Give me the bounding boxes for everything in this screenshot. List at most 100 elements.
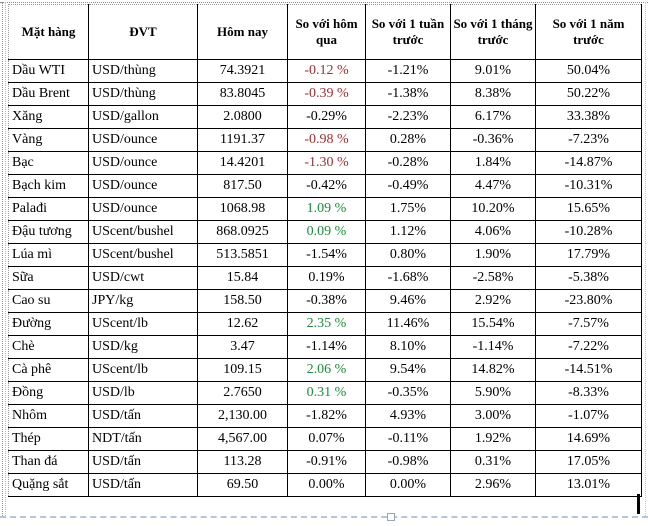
unit-cell[interactable]: NDT/tấn <box>88 427 198 451</box>
vs-month-cell[interactable]: 3.00% <box>450 404 536 428</box>
vs-year-cell[interactable]: -7.57% <box>535 312 642 336</box>
vs-year-cell[interactable]: -7.23% <box>535 128 642 152</box>
today-price-cell[interactable]: 4,567.00 <box>197 427 288 451</box>
commodity-name-cell[interactable]: Than đá <box>8 450 89 474</box>
vs-week-cell[interactable]: -0.28% <box>365 151 451 175</box>
vs-year-cell[interactable]: -5.38% <box>535 266 642 290</box>
vs-week-cell[interactable]: -0.11% <box>365 427 451 451</box>
unit-cell[interactable]: USD/thùng <box>88 82 198 106</box>
vs-week-cell[interactable]: 1.12% <box>365 220 451 244</box>
vs-week-cell[interactable]: 9.46% <box>365 289 451 313</box>
vs-yesterday-cell[interactable]: 0.31 % <box>287 381 366 405</box>
unit-cell[interactable]: USD/tấn <box>88 450 198 474</box>
vs-yesterday-cell[interactable]: -0.98 % <box>287 128 366 152</box>
vs-yesterday-cell[interactable]: 2.35 % <box>287 312 366 336</box>
vs-year-cell[interactable]: 14.69% <box>535 427 642 451</box>
vs-week-cell[interactable]: -1.21% <box>365 59 451 83</box>
vs-month-cell[interactable]: 2.96% <box>450 473 536 497</box>
unit-cell[interactable]: UScent/bushel <box>88 220 198 244</box>
vs-year-cell[interactable]: 50.04% <box>535 59 642 83</box>
unit-cell[interactable]: USD/ounce <box>88 174 198 198</box>
vs-week-cell[interactable]: 0.80% <box>365 243 451 267</box>
vs-week-cell[interactable]: -0.35% <box>365 381 451 405</box>
today-price-cell[interactable]: 2.0800 <box>197 105 288 129</box>
vs-month-cell[interactable]: 8.38% <box>450 82 536 106</box>
commodity-name-cell[interactable]: Bạc <box>8 151 89 175</box>
vs-month-cell[interactable]: 0.31% <box>450 450 536 474</box>
today-price-cell[interactable]: 69.50 <box>197 473 288 497</box>
unit-cell[interactable]: USD/ounce <box>88 197 198 221</box>
vs-week-cell[interactable]: 0.00% <box>365 473 451 497</box>
vs-week-cell[interactable]: 9.54% <box>365 358 451 382</box>
today-price-cell[interactable]: 74.3921 <box>197 59 288 83</box>
commodity-name-cell[interactable]: Palađi <box>8 197 89 221</box>
vs-month-cell[interactable]: 2.92% <box>450 289 536 313</box>
selection-handle[interactable] <box>387 513 395 521</box>
today-price-cell[interactable]: 15.84 <box>197 266 288 290</box>
commodity-name-cell[interactable]: Dầu WTI <box>8 59 89 83</box>
commodity-name-cell[interactable]: Cà phê <box>8 358 89 382</box>
commodity-name-cell[interactable]: Đồng <box>8 381 89 405</box>
vs-week-cell[interactable]: -1.68% <box>365 266 451 290</box>
commodity-name-cell[interactable]: Dầu Brent <box>8 82 89 106</box>
unit-cell[interactable]: JPY/kg <box>88 289 198 313</box>
today-price-cell[interactable]: 14.4201 <box>197 151 288 175</box>
today-price-cell[interactable]: 1068.98 <box>197 197 288 221</box>
commodity-name-cell[interactable]: Cao su <box>8 289 89 313</box>
commodity-name-cell[interactable]: Sữa <box>8 266 89 290</box>
vs-month-cell[interactable]: 4.06% <box>450 220 536 244</box>
unit-cell[interactable]: USD/lb <box>88 381 198 405</box>
vs-month-cell[interactable]: 6.17% <box>450 105 536 129</box>
vs-week-cell[interactable]: -2.23% <box>365 105 451 129</box>
commodity-name-cell[interactable]: Nhôm <box>8 404 89 428</box>
vs-year-cell[interactable]: 17.05% <box>535 450 642 474</box>
vs-yesterday-cell[interactable]: -1.54% <box>287 243 366 267</box>
vs-yesterday-cell[interactable]: -0.12 % <box>287 59 366 83</box>
vs-month-cell[interactable]: 4.47% <box>450 174 536 198</box>
vs-year-cell[interactable]: -10.31% <box>535 174 642 198</box>
unit-cell[interactable]: USD/ounce <box>88 151 198 175</box>
vs-month-cell[interactable]: 1.92% <box>450 427 536 451</box>
today-price-cell[interactable]: 158.50 <box>197 289 288 313</box>
vs-yesterday-cell[interactable]: 2.06 % <box>287 358 366 382</box>
unit-cell[interactable]: UScent/lb <box>88 312 198 336</box>
vs-yesterday-cell[interactable]: 1.09 % <box>287 197 366 221</box>
vs-month-cell[interactable]: 1.90% <box>450 243 536 267</box>
unit-cell[interactable]: USD/tấn <box>88 473 198 497</box>
today-price-cell[interactable]: 868.0925 <box>197 220 288 244</box>
vs-year-cell[interactable]: -1.07% <box>535 404 642 428</box>
vs-year-cell[interactable]: -7.22% <box>535 335 642 359</box>
today-price-cell[interactable]: 3.47 <box>197 335 288 359</box>
today-price-cell[interactable]: 113.28 <box>197 450 288 474</box>
vs-month-cell[interactable]: -2.58% <box>450 266 536 290</box>
vs-year-cell[interactable]: 15.65% <box>535 197 642 221</box>
vs-yesterday-cell[interactable]: -0.91% <box>287 450 366 474</box>
vs-yesterday-cell[interactable]: 0.07% <box>287 427 366 451</box>
vs-week-cell[interactable]: 1.75% <box>365 197 451 221</box>
vs-month-cell[interactable]: 9.01% <box>450 59 536 83</box>
vs-yesterday-cell[interactable]: -0.29% <box>287 105 366 129</box>
vs-yesterday-cell[interactable]: -1.14% <box>287 335 366 359</box>
vs-year-cell[interactable]: -23.80% <box>535 289 642 313</box>
today-price-cell[interactable]: 109.15 <box>197 358 288 382</box>
vs-month-cell[interactable]: -0.36% <box>450 128 536 152</box>
commodity-name-cell[interactable]: Bạch kim <box>8 174 89 198</box>
today-price-cell[interactable]: 1191.37 <box>197 128 288 152</box>
vs-yesterday-cell[interactable]: -1.30 % <box>287 151 366 175</box>
vs-week-cell[interactable]: 8.10% <box>365 335 451 359</box>
vs-month-cell[interactable]: 14.82% <box>450 358 536 382</box>
commodity-price-table[interactable]: Mặt hàng ĐVT Hôm nay So với hôm qua So với 1… <box>8 4 642 497</box>
vs-week-cell[interactable]: -0.98% <box>365 450 451 474</box>
vs-year-cell[interactable]: -8.33% <box>535 381 642 405</box>
unit-cell[interactable]: USD/thùng <box>88 59 198 83</box>
vs-yesterday-cell[interactable]: 0.09 % <box>287 220 366 244</box>
commodity-name-cell[interactable]: Đường <box>8 312 89 336</box>
vs-year-cell[interactable]: 17.79% <box>535 243 642 267</box>
today-price-cell[interactable]: 83.8045 <box>197 82 288 106</box>
unit-cell[interactable]: UScent/lb <box>88 358 198 382</box>
unit-cell[interactable]: USD/kg <box>88 335 198 359</box>
commodity-name-cell[interactable]: Chè <box>8 335 89 359</box>
vs-year-cell[interactable]: 13.01% <box>535 473 642 497</box>
vs-week-cell[interactable]: -0.49% <box>365 174 451 198</box>
unit-cell[interactable]: USD/cwt <box>88 266 198 290</box>
